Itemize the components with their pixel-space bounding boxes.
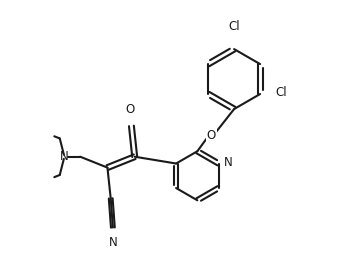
- Text: N: N: [60, 150, 69, 163]
- Text: N: N: [109, 236, 118, 249]
- Text: N: N: [224, 156, 233, 169]
- Text: O: O: [207, 129, 216, 142]
- Text: O: O: [125, 103, 135, 116]
- Text: Cl: Cl: [275, 86, 287, 99]
- Text: Cl: Cl: [228, 20, 240, 33]
